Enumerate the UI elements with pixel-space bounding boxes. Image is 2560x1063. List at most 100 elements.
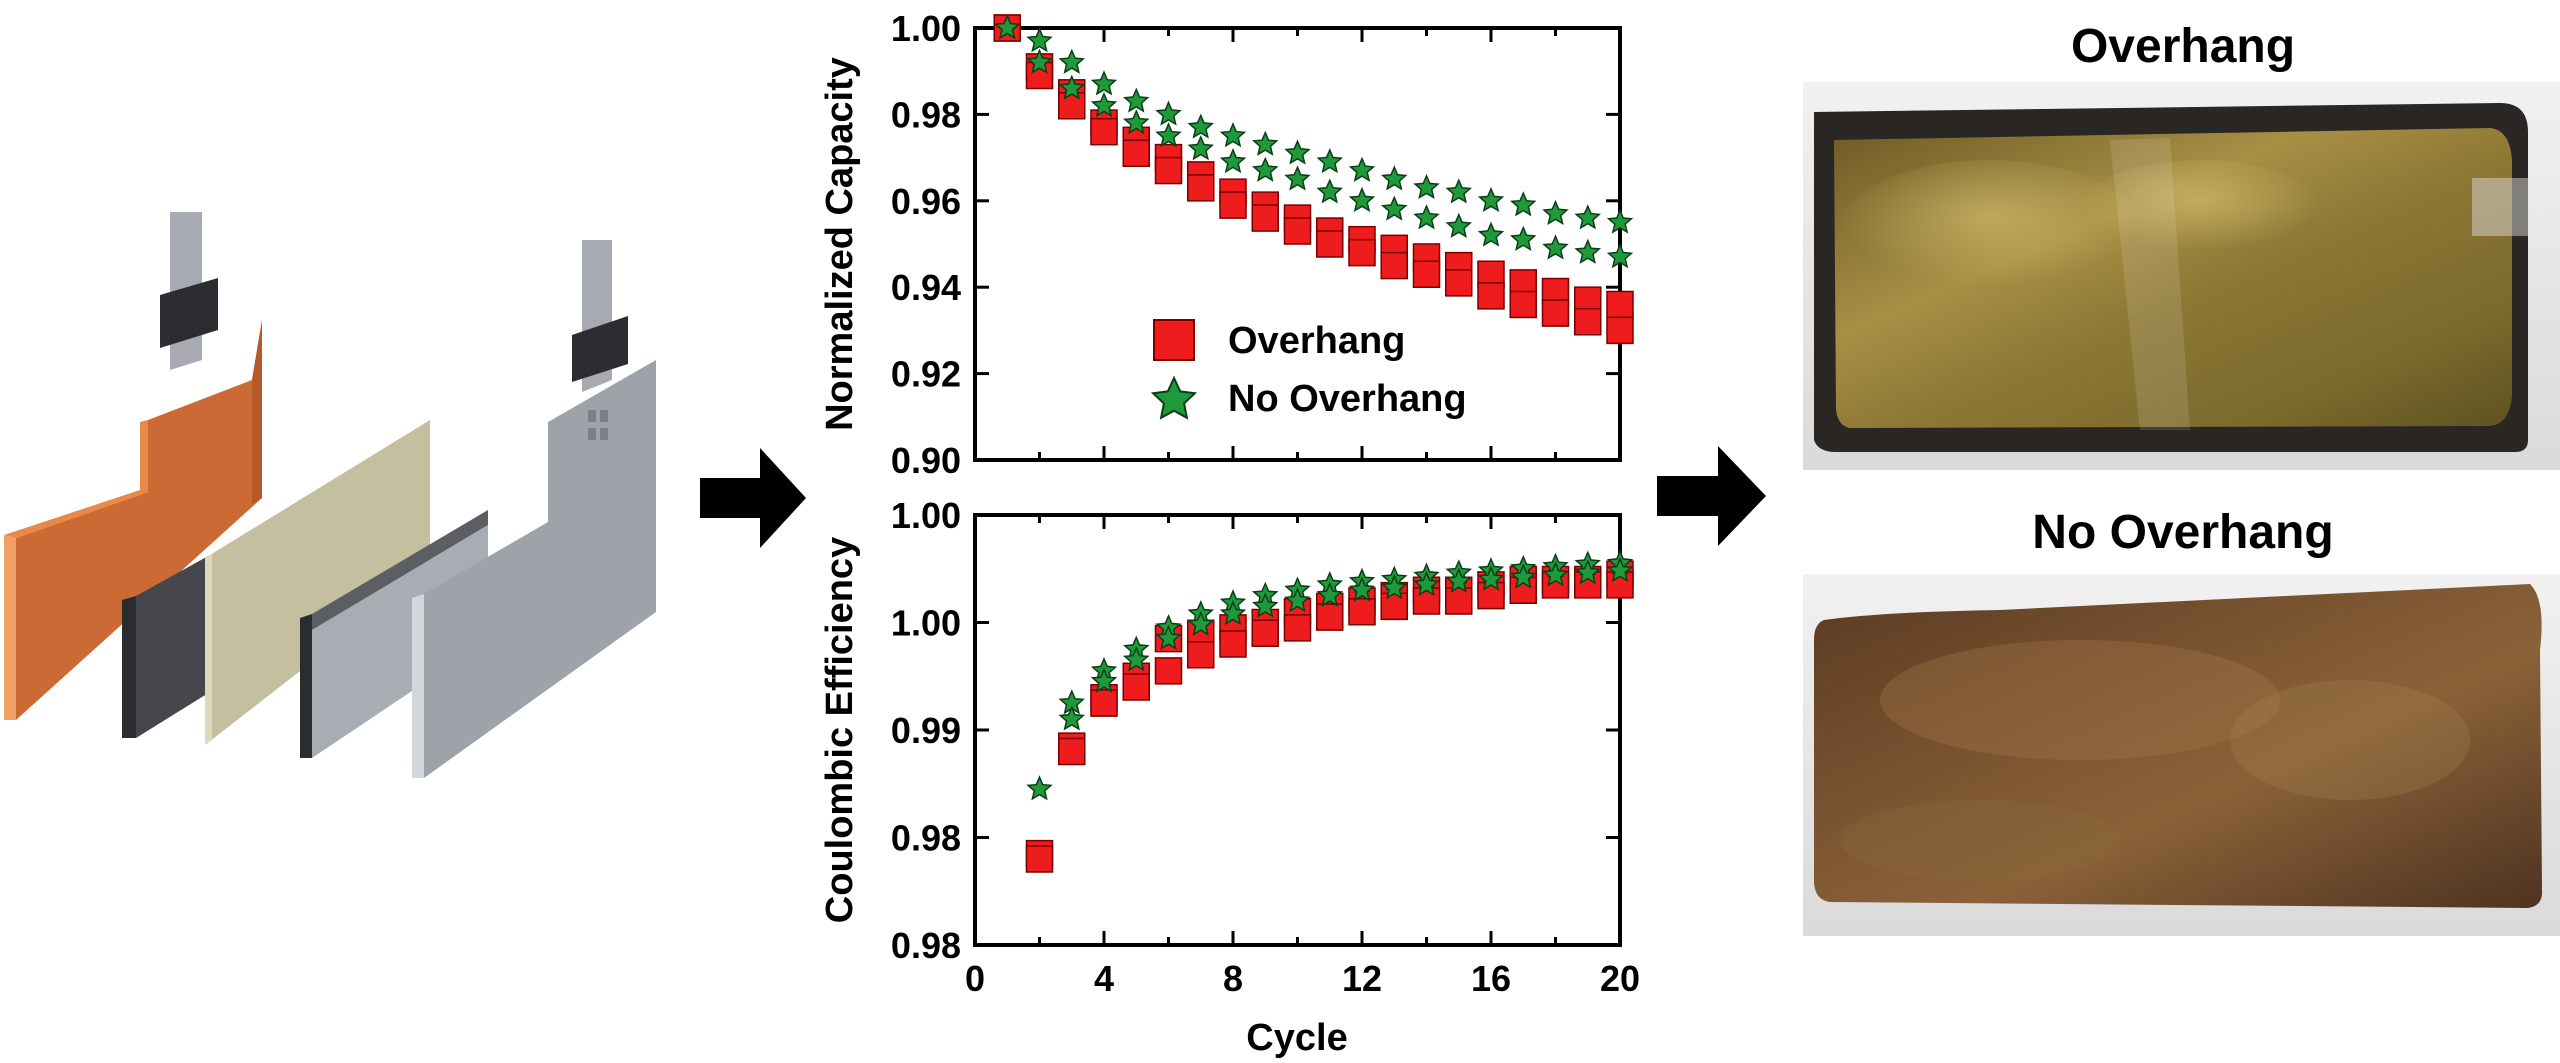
capacity-x-ticks xyxy=(973,28,1622,460)
overhang-square-point xyxy=(1412,587,1441,615)
y-tick-label: 0.90 xyxy=(891,440,961,481)
cathode-plate xyxy=(412,240,656,778)
overhang-square-point xyxy=(1025,845,1054,873)
efficiency-y-ticks: 1.00 1.00 0.99 0.98 0.98 xyxy=(891,495,1620,966)
capacity-points xyxy=(993,14,1634,345)
no-overhang-star-point xyxy=(1606,556,1634,583)
overhang-square-point xyxy=(1251,204,1279,232)
no-overhang-star-point xyxy=(1542,234,1569,260)
no-overhang-star-point xyxy=(1187,113,1215,139)
y-tick-label: 1.00 xyxy=(891,495,961,536)
no-overhang-star-point xyxy=(1509,563,1537,589)
no-overhang-star-point xyxy=(1445,178,1473,204)
overhang-photo-title: Overhang xyxy=(2071,20,2295,73)
overhang-square-point xyxy=(1380,592,1408,621)
no-overhang-star-point xyxy=(1316,581,1344,607)
legend-label-no-overhang: No Overhang xyxy=(1228,378,1467,420)
overhang-square-point xyxy=(1541,299,1570,327)
exploded-cell-diagram xyxy=(4,212,656,778)
overhang-square-point xyxy=(1187,174,1215,202)
no-overhang-star-point xyxy=(1251,130,1279,156)
chart-legend: Overhang No Overhang xyxy=(1150,319,1467,420)
no-overhang-star-point xyxy=(1155,100,1182,126)
y-tick-label: 0.92 xyxy=(891,354,961,395)
overhang-square-point xyxy=(1574,308,1602,336)
y-tick-label: 1.00 xyxy=(891,8,961,49)
overhang-square-point xyxy=(1445,269,1473,297)
no-overhang-star-point xyxy=(1477,186,1505,213)
overhang-square-point xyxy=(1509,290,1537,319)
no-overhang-star-point xyxy=(1348,576,1376,602)
overhang-square-point xyxy=(1348,238,1376,267)
legend-square-marker xyxy=(1153,319,1195,361)
no-overhang-star-point xyxy=(1251,156,1279,182)
no-overhang-star-point xyxy=(1219,122,1247,148)
y-tick-label: 0.99 xyxy=(891,710,961,751)
y-tick-label: 0.96 xyxy=(891,181,961,222)
overhang-square-point xyxy=(1477,581,1505,610)
overhang-square-point xyxy=(1122,673,1150,701)
x-tick-label: 0 xyxy=(965,958,985,999)
anode-plate xyxy=(4,212,262,720)
no-overhang-star-point xyxy=(1380,165,1408,191)
no-overhang-star-point xyxy=(1542,199,1569,226)
x-tick-label: 12 xyxy=(1342,958,1382,999)
no-overhang-star-point xyxy=(1058,74,1086,100)
efficiency-y-axis-title: Coulombic Efficiency xyxy=(819,537,861,923)
no-overhang-star-point xyxy=(1122,109,1150,135)
overhang-square-point xyxy=(1058,92,1086,120)
no-overhang-star-point xyxy=(1122,87,1150,113)
x-tick-label: 20 xyxy=(1600,958,1640,999)
x-tick-label: 4 xyxy=(1094,958,1114,999)
right-arrow-icon xyxy=(700,448,806,548)
no-overhang-star-point xyxy=(1445,212,1473,238)
no-overhang-star-point xyxy=(1606,208,1634,234)
y-tick-label: 0.94 xyxy=(891,267,961,308)
no-overhang-photo-panel: No Overhang xyxy=(1803,506,2560,936)
overhang-square-point xyxy=(1445,587,1473,615)
overhang-square-point xyxy=(1090,689,1118,717)
overhang-square-point xyxy=(1606,316,1634,345)
no-overhang-star-point xyxy=(1122,646,1150,672)
legend-star-marker xyxy=(1150,375,1198,420)
no-overhang-star-point xyxy=(1542,561,1569,587)
overhang-square-point xyxy=(1154,156,1183,185)
no-overhang-star-point xyxy=(1155,624,1182,650)
no-overhang-star-point xyxy=(1026,775,1053,801)
overhang-square-point xyxy=(1283,217,1312,245)
no-overhang-star-point xyxy=(1026,48,1053,74)
overhang-photo xyxy=(1803,82,2560,470)
overhang-square-point xyxy=(1380,251,1408,280)
no-overhang-star-point xyxy=(1413,570,1440,597)
no-overhang-star-point xyxy=(1058,705,1086,731)
no-overhang-star-point xyxy=(1380,574,1408,600)
no-overhang-star-point xyxy=(1284,139,1311,165)
no-overhang-star-point xyxy=(1026,27,1053,53)
y-tick-label: 0.98 xyxy=(891,818,961,859)
no-overhang-star-point xyxy=(1284,587,1311,613)
no-overhang-star-point xyxy=(1316,178,1344,204)
no-overhang-star-point xyxy=(1187,135,1215,161)
overhang-square-point xyxy=(1283,614,1312,642)
no-overhang-star-point xyxy=(993,14,1021,40)
no-overhang-star-point xyxy=(1219,147,1247,174)
right-arrow-icon xyxy=(1657,446,1766,546)
no-overhang-star-point xyxy=(1380,195,1408,221)
overhang-square-point xyxy=(1316,603,1344,631)
no-overhang-star-point xyxy=(1413,204,1440,230)
no-overhang-star-point xyxy=(1058,48,1086,74)
no-overhang-star-point xyxy=(1574,238,1602,264)
no-overhang-photo-title: No Overhang xyxy=(2032,506,2333,559)
no-overhang-star-point xyxy=(1316,147,1344,174)
overhang-square-point xyxy=(1187,641,1215,669)
no-overhang-star-point xyxy=(1509,225,1537,251)
overhang-square-point xyxy=(1090,117,1118,146)
no-overhang-star-point xyxy=(1413,173,1440,200)
overhang-square-point xyxy=(1412,260,1441,288)
no-overhang-star-point xyxy=(1284,165,1311,191)
overhang-square-point xyxy=(1316,230,1344,258)
overhang-square-point xyxy=(1477,282,1505,310)
no-overhang-star-point xyxy=(1574,559,1602,585)
no-overhang-star-point xyxy=(1090,91,1118,118)
